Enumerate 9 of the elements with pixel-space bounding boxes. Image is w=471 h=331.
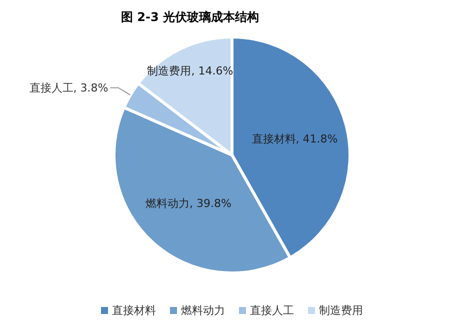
data-label: 直接人工, 3.8% bbox=[29, 82, 108, 95]
data-label: 直接材料, 41.8% bbox=[252, 132, 338, 146]
legend-label: 燃料动力 bbox=[181, 304, 225, 317]
data-label: 燃料动力, 39.8% bbox=[146, 197, 232, 210]
legend-label: 直接人工 bbox=[250, 304, 294, 317]
legend-label: 制造费用 bbox=[319, 304, 363, 317]
data-label: 制造费用, 14.6% bbox=[147, 64, 234, 78]
chart-title: 图 2-3 光伏玻璃成本结构 bbox=[120, 10, 260, 24]
legend-label: 直接材料 bbox=[112, 304, 156, 317]
